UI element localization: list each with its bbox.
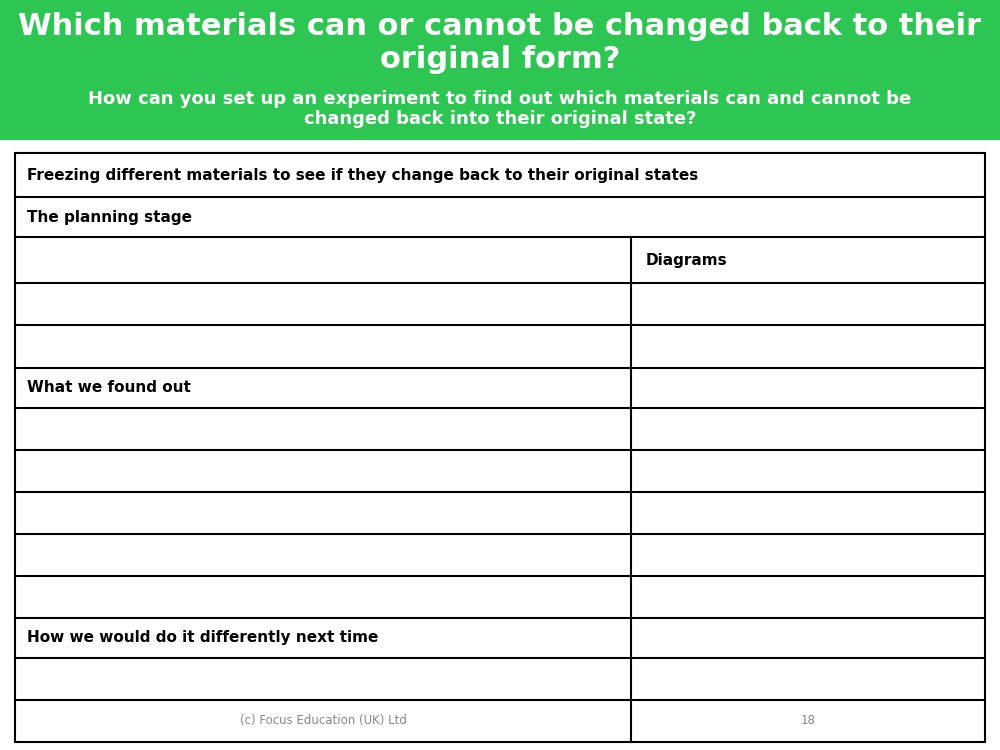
Text: Diagrams: Diagrams <box>646 253 728 268</box>
Text: Freezing different materials to see if they change back to their original states: Freezing different materials to see if t… <box>27 167 698 182</box>
Bar <box>15 153 985 742</box>
Text: The planning stage: The planning stage <box>27 210 192 225</box>
Text: (c) Focus Education (UK) Ltd: (c) Focus Education (UK) Ltd <box>240 715 406 728</box>
Bar <box>0 0 1000 140</box>
Text: Which materials can or cannot be changed back to their
original form?: Which materials can or cannot be changed… <box>18 12 982 74</box>
Text: How can you set up an experiment to find out which materials can and cannot be
c: How can you set up an experiment to find… <box>88 89 912 128</box>
Text: 18: 18 <box>801 715 815 728</box>
Text: How we would do it differently next time: How we would do it differently next time <box>27 630 378 645</box>
Text: What we found out: What we found out <box>27 380 191 395</box>
